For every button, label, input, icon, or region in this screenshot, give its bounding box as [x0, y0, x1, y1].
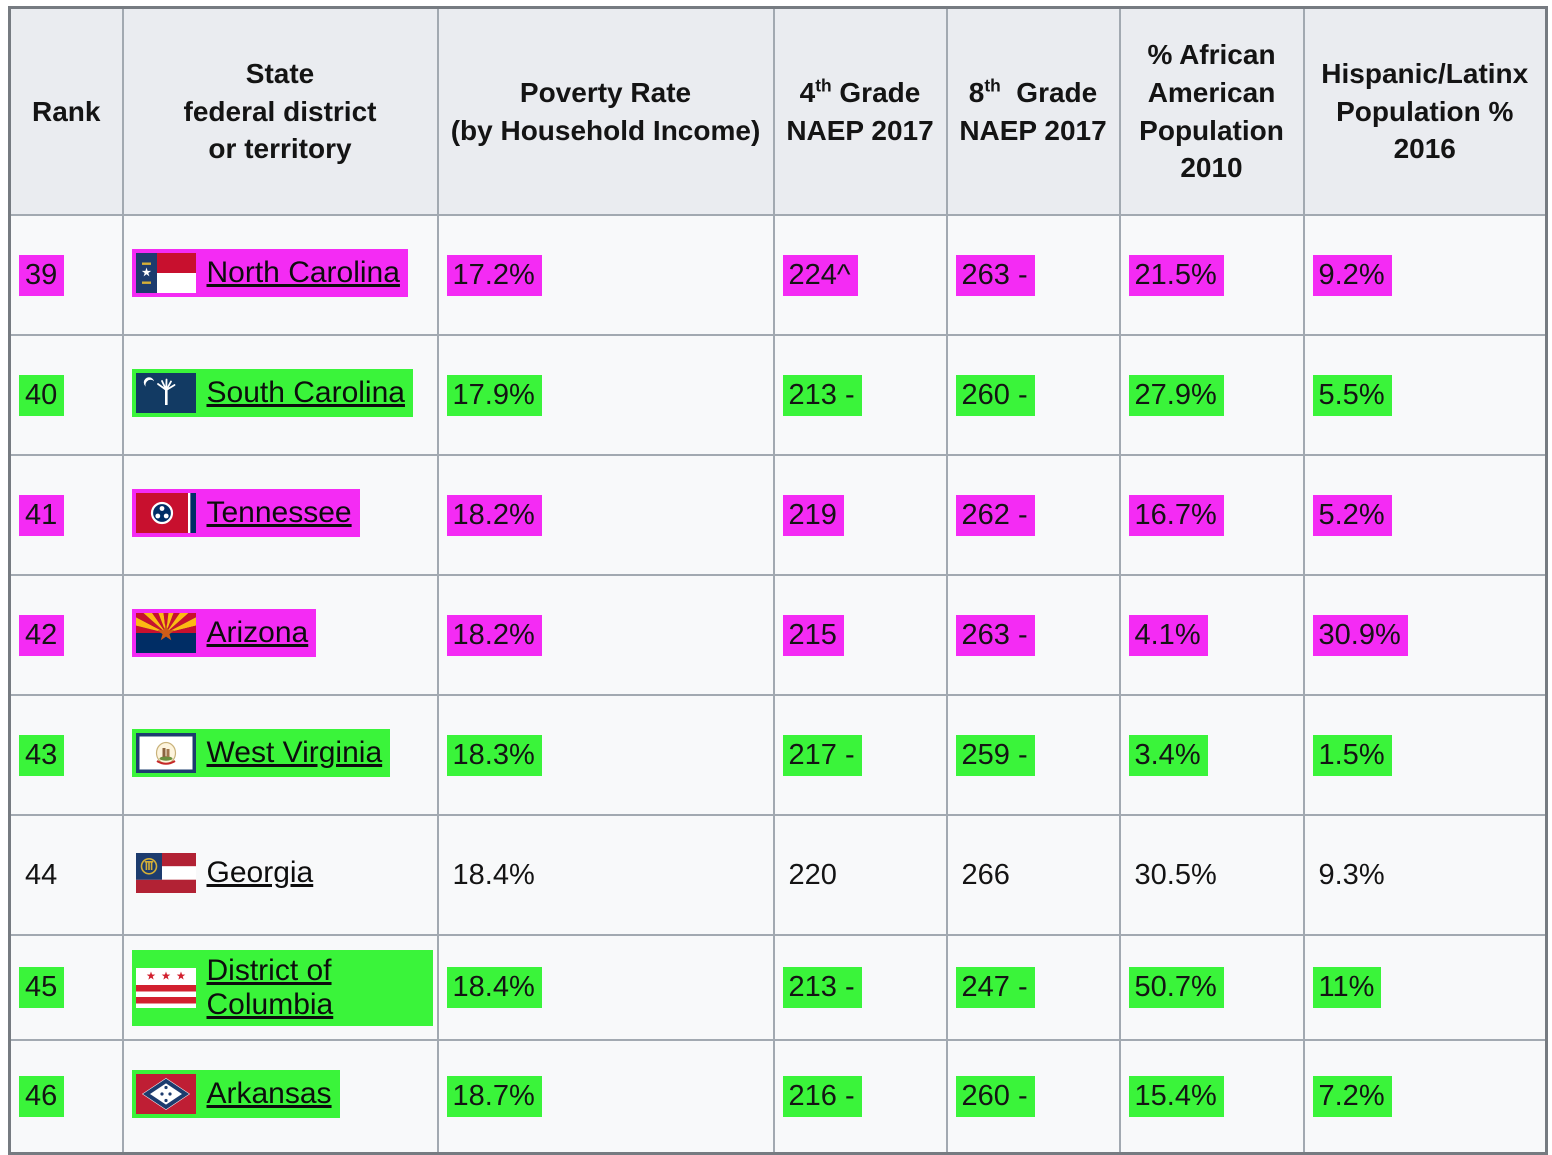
rank-cell: 46	[8, 1039, 124, 1154]
state-poverty-naep-table: Rank State federal district or territory…	[8, 6, 1548, 1155]
state-link[interactable]: West Virginia	[206, 736, 383, 769]
naep8-cell: 247 -	[945, 934, 1121, 1041]
table-row: 40 South Carolina 17.9	[8, 334, 1548, 456]
rank-value: 45	[19, 967, 65, 1008]
state-link[interactable]: Tennessee	[206, 496, 352, 529]
poverty-cell: 17.2%	[436, 214, 775, 336]
poverty-cell: 17.9%	[436, 334, 775, 456]
poverty-cell: 18.2%	[436, 574, 775, 696]
poverty-cell: 18.4%	[436, 814, 775, 936]
state-cell: Arkansas	[121, 1039, 439, 1154]
naep4-cell: 213 -	[772, 334, 948, 456]
hispanic-cell: 7.2%	[1302, 1039, 1548, 1154]
state-link[interactable]: Arizona	[206, 616, 309, 649]
hispanic-cell: 9.3%	[1302, 814, 1548, 936]
header-naep8: 8th Grade NAEP 2017	[945, 6, 1121, 216]
rank-value: 44	[25, 858, 58, 891]
rank-value: 40	[19, 374, 65, 416]
poverty-cell: 18.2%	[436, 454, 775, 576]
table-row: 43 West Virginia 18.3% 217 -	[8, 694, 1548, 816]
naep8-cell: 262 -	[945, 454, 1121, 576]
african-american-cell: 3.4%	[1118, 694, 1305, 816]
rank-cell: 42	[8, 574, 124, 696]
georgia-flag	[135, 853, 196, 893]
state-link[interactable]: Arkansas	[206, 1077, 332, 1111]
state-link[interactable]: North Carolina	[206, 256, 400, 289]
table-row: 45 District of Columbia	[8, 934, 1548, 1041]
naep8-cell: 263 -	[945, 574, 1121, 696]
naep4-cell: 213 -	[772, 934, 948, 1041]
rank-value: 41	[19, 494, 65, 536]
state-cell: North Carolina	[121, 214, 439, 336]
state-cell: District of Columbia	[121, 934, 439, 1041]
table-row: 44 Georgia 18	[8, 814, 1548, 936]
naep8-cell: 259 -	[945, 694, 1121, 816]
rank-value: 43	[19, 734, 65, 776]
naep4-cell: 215	[772, 574, 948, 696]
header-african-american: % African American Population 2010	[1118, 6, 1305, 216]
state-cell: South Carolina	[121, 334, 439, 456]
rank-cell: 40	[8, 334, 124, 456]
arkansas-flag	[135, 1074, 196, 1115]
hispanic-cell: 1.5%	[1302, 694, 1548, 816]
header-row: Rank State federal district or territory…	[8, 6, 1548, 216]
naep4-cell: 220	[772, 814, 948, 936]
rank-value: 46	[19, 1075, 65, 1117]
poverty-cell: 18.3%	[436, 694, 775, 816]
hispanic-cell: 5.5%	[1302, 334, 1548, 456]
table-row: 42	[8, 574, 1548, 696]
rank-cell: 43	[8, 694, 124, 816]
african-american-cell: 30.5%	[1118, 814, 1305, 936]
arizona-flag	[135, 613, 196, 653]
hispanic-cell: 11%	[1302, 934, 1548, 1041]
african-american-cell: 27.9%	[1118, 334, 1305, 456]
state-link[interactable]: Georgia	[206, 856, 314, 889]
naep4-cell: 216 -	[772, 1039, 948, 1154]
state-cell: Georgia	[121, 814, 439, 936]
naep8-cell: 260 -	[945, 1039, 1121, 1154]
rank-cell: 41	[8, 454, 124, 576]
hispanic-cell: 9.2%	[1302, 214, 1548, 336]
west-virginia-flag	[135, 733, 196, 773]
naep4-cell: 217 -	[772, 694, 948, 816]
state-cell: Arizona	[121, 574, 439, 696]
north-carolina-flag	[135, 253, 196, 293]
state-cell: West Virginia	[121, 694, 439, 816]
ordinal-superscript: th	[984, 75, 1001, 96]
tennessee-flag	[135, 493, 196, 533]
hispanic-cell: 5.2%	[1302, 454, 1548, 576]
rank-value: 39	[19, 254, 65, 296]
naep8-cell: 260 -	[945, 334, 1121, 456]
rank-cell: 39	[8, 214, 124, 336]
header-naep4: 4th Grade NAEP 2017	[772, 6, 948, 216]
naep8-cell: 263 -	[945, 214, 1121, 336]
state-link[interactable]: South Carolina	[206, 376, 405, 409]
african-american-cell: 15.4%	[1118, 1039, 1305, 1154]
header-hispanic-latinx: Hispanic/Latinx Population % 2016	[1302, 6, 1548, 216]
poverty-cell: 18.7%	[436, 1039, 775, 1154]
header-state: State federal district or territory	[121, 6, 439, 216]
state-link[interactable]: District of Columbia	[206, 953, 334, 1021]
state-cell: Tennessee	[121, 454, 439, 576]
african-american-cell: 16.7%	[1118, 454, 1305, 576]
rank-value: 42	[19, 614, 65, 656]
ordinal-superscript: th	[815, 75, 832, 96]
rank-cell: 45	[8, 934, 124, 1041]
south-carolina-flag	[135, 373, 196, 413]
table-row: 46 Arkansas 18.7% 216 - 260	[8, 1039, 1548, 1154]
naep4-cell: 224^	[772, 214, 948, 336]
rank-cell: 44	[8, 814, 124, 936]
african-american-cell: 50.7%	[1118, 934, 1305, 1041]
naep8-cell: 266	[945, 814, 1121, 936]
african-american-cell: 4.1%	[1118, 574, 1305, 696]
header-rank: Rank	[8, 6, 124, 216]
poverty-cell: 18.4%	[436, 934, 775, 1041]
table-row: 39 North Carolina 17.2% 224^ 263 -	[8, 214, 1548, 336]
naep4-cell: 219	[772, 454, 948, 576]
header-poverty-rate: Poverty Rate (by Household Income)	[436, 6, 775, 216]
african-american-cell: 21.5%	[1118, 214, 1305, 336]
district-of-columbia-flag	[135, 967, 196, 1008]
hispanic-cell: 30.9%	[1302, 574, 1548, 696]
table-row: 41 Tennessee 18.2% 219 262	[8, 454, 1548, 576]
